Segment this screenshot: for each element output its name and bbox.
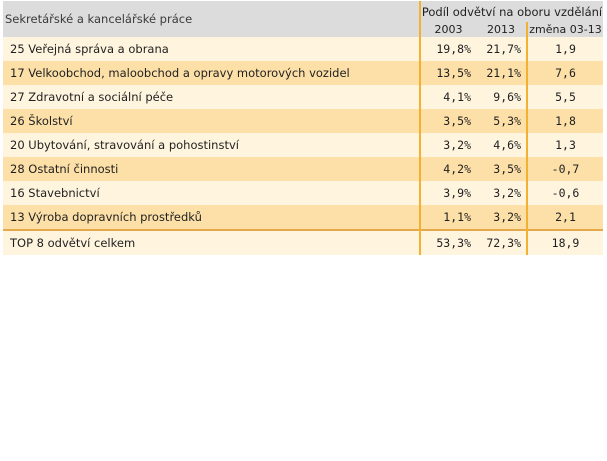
value-2003: 3,2% (419, 133, 476, 157)
value-2003: 1,1% (419, 205, 476, 230)
table-row: 13 Výroba dopravních prostředků 1,1% 3,2… (3, 205, 604, 230)
value-2013: 3,5% (476, 157, 527, 181)
value-change: -0,6 (525, 181, 604, 205)
value-2013: 3,2% (476, 205, 527, 230)
value-change: 7,6 (525, 61, 604, 85)
value-2013: 21,1% (476, 61, 527, 85)
value-change: -0,7 (525, 157, 604, 181)
table-row: 17 Velkoobchod, maloobchod a opravy moto… (3, 61, 604, 85)
value-change: 5,5 (525, 85, 604, 109)
data-table: Sekretářské a kancelářské práce Podíl od… (3, 1, 604, 255)
value-2003: 13,5% (419, 61, 476, 85)
total-change: 18,9 (525, 229, 604, 255)
table-row: 27 Zdravotní a sociální péče 4,1% 9,6% 5… (3, 85, 604, 109)
value-2003: 4,2% (419, 157, 476, 181)
total-label: TOP 8 odvětví celkem (3, 229, 420, 255)
value-2013: 5,3% (476, 109, 527, 133)
table-row: 16 Stavebnictví 3,9% 3,2% -0,6 (3, 181, 604, 205)
row-label: 20 Ubytování, stravování a pohostinství (3, 133, 420, 157)
table-title: Sekretářské a kancelářské práce (3, 1, 420, 37)
row-label: 27 Zdravotní a sociální péče (3, 85, 420, 109)
total-row: TOP 8 odvětví celkem 53,3% 72,3% 18,9 (3, 229, 604, 255)
value-change: 1,8 (525, 109, 604, 133)
value-2013: 4,6% (476, 133, 527, 157)
value-2013: 21,7% (476, 37, 527, 61)
row-label: 28 Ostatní činnosti (3, 157, 420, 181)
table-row: 20 Ubytování, stravování a pohostinství … (3, 133, 604, 157)
table-row: 28 Ostatní činnosti 4,2% 3,5% -0,7 (3, 157, 604, 181)
row-label: 26 Školství (3, 109, 420, 133)
value-2003: 3,9% (419, 181, 476, 205)
value-change: 2,1 (525, 205, 604, 230)
value-2003: 3,5% (419, 109, 476, 133)
total-2013: 72,3% (476, 229, 527, 255)
column-header-2003: 2003 (419, 22, 476, 37)
column-header-change: změna 03-13 (525, 22, 604, 37)
table-row: 26 Školství 3,5% 5,3% 1,8 (3, 109, 604, 133)
group-header: Podíl odvětví na oboru vzdělání (418, 1, 604, 22)
value-2003: 19,8% (419, 37, 476, 61)
value-2013: 9,6% (476, 85, 527, 109)
row-label: 17 Velkoobchod, maloobchod a opravy moto… (3, 61, 420, 85)
row-label: 13 Výroba dopravních prostředků (3, 205, 420, 230)
column-header-2013: 2013 (476, 22, 527, 37)
table-row: 25 Veřejná správa a obrana 19,8% 21,7% 1… (3, 37, 604, 61)
value-2003: 4,1% (419, 85, 476, 109)
value-change: 1,9 (525, 37, 604, 61)
total-2003: 53,3% (419, 229, 476, 255)
value-2013: 3,2% (476, 181, 527, 205)
value-change: 1,3 (525, 133, 604, 157)
row-label: 25 Veřejná správa a obrana (3, 37, 420, 61)
row-label: 16 Stavebnictví (3, 181, 420, 205)
